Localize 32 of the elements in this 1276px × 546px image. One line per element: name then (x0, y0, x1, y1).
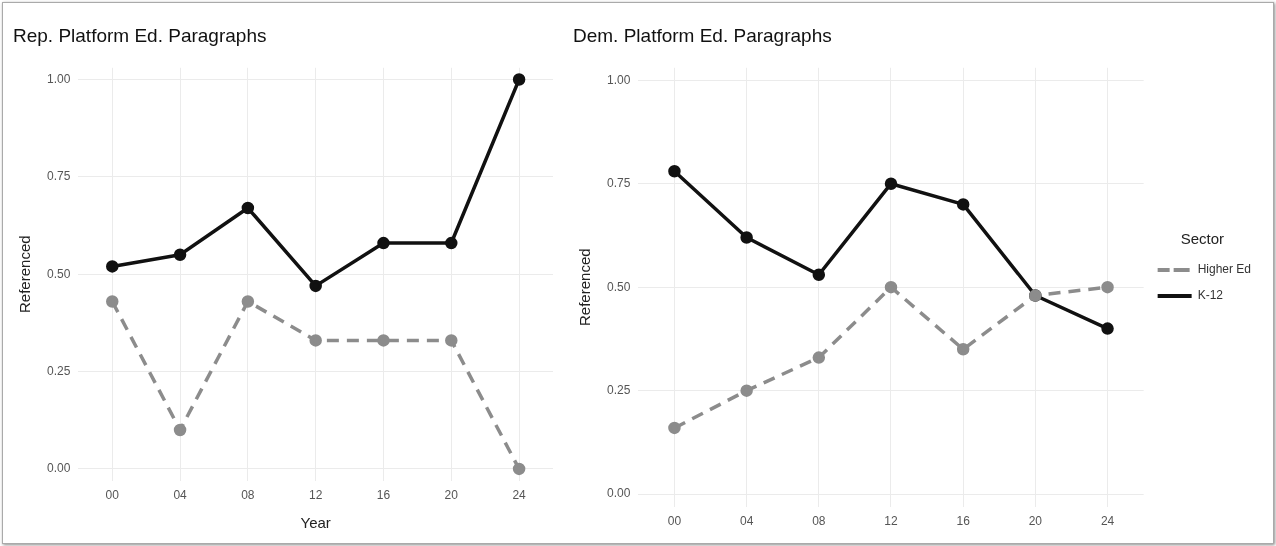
legend-title: Sector (1180, 229, 1224, 247)
y-tick-label: 0.75 (607, 176, 631, 191)
x-tick-label: 08 (241, 488, 255, 503)
y-tick-label: 1.00 (47, 71, 71, 86)
y-tick-label: 0.25 (47, 363, 71, 378)
x-tick-label: 00 (667, 514, 682, 529)
x-tick-label: 00 (105, 488, 120, 503)
y-tick-label: 0.00 (47, 461, 71, 476)
y-tick-label: 0.50 (47, 266, 71, 281)
x-tick-label: 16 (956, 514, 971, 529)
x-tick-label: 04 (173, 488, 188, 503)
y-tick-label: 0.00 (607, 486, 631, 501)
x-tick-label: 20 (444, 488, 459, 503)
y-axis-title: Referenced (576, 248, 594, 326)
chart-title: Rep. Platform Ed. Paragraphs (13, 24, 267, 46)
y-tick-label: 0.50 (607, 279, 631, 294)
x-tick-label: 24 (512, 488, 527, 503)
x-tick-label: 16 (376, 488, 391, 503)
x-axis-title: Year (300, 514, 331, 532)
x-tick-label: 12 (884, 514, 898, 529)
x-tick-label: 04 (739, 514, 754, 529)
x-tick-label: 24 (1100, 514, 1115, 529)
chart-title: Dem. Platform Ed. Paragraphs (573, 24, 832, 46)
legend-label: Higher Ed (1197, 262, 1252, 277)
x-tick-label: 12 (309, 488, 323, 503)
y-tick-label: 1.00 (607, 72, 631, 87)
x-tick-label: 08 (812, 514, 826, 529)
y-tick-label: 0.75 (47, 169, 71, 184)
y-tick-label: 0.25 (607, 383, 631, 397)
x-tick-label: 20 (1028, 514, 1043, 529)
y-axis-title: Referenced (16, 235, 34, 313)
legend-label: K-12 (1197, 288, 1224, 303)
